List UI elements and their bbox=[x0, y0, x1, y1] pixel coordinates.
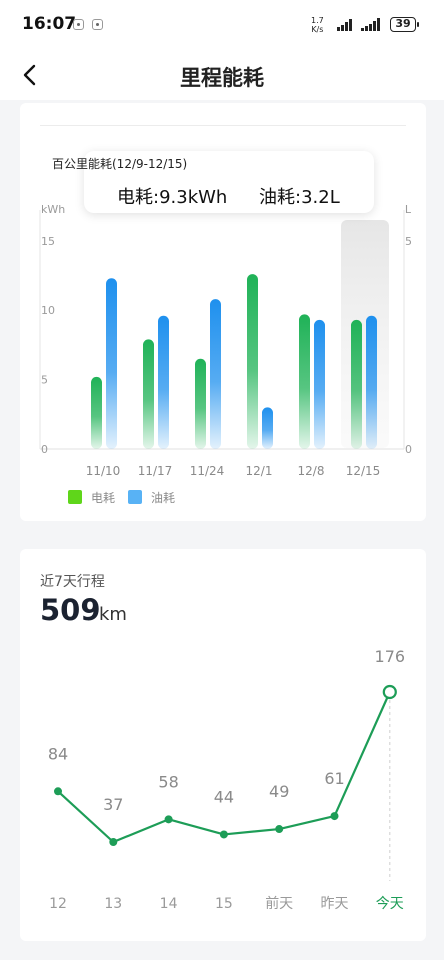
electric-bar bbox=[195, 358, 206, 449]
y-tick-label: 15 bbox=[41, 235, 55, 248]
x-tick-label: 14 bbox=[160, 896, 178, 912]
data-label: 84 bbox=[48, 744, 68, 763]
data-point bbox=[382, 684, 397, 700]
fuel-bar bbox=[106, 278, 117, 449]
x-tick-label: 12/15 bbox=[346, 464, 381, 478]
legend-fuel-swatch bbox=[128, 490, 142, 504]
x-tick-label: 12 bbox=[49, 896, 67, 912]
fuel-bar bbox=[262, 407, 273, 449]
trip-period-label: 近7天行程 bbox=[40, 574, 105, 590]
x-tick-label: 12/8 bbox=[298, 464, 325, 478]
page-header: 里程能耗 bbox=[0, 50, 444, 100]
data-label: 176 bbox=[375, 647, 406, 666]
tooltip-title: 百公里能耗(12/9-12/15) bbox=[52, 157, 188, 171]
data-point bbox=[109, 838, 118, 846]
energy-bar-chart[interactable]: kWh L 0 5 10 15 0 5 11/10 11/17 11/24 12/1 12/8 12/15… bbox=[20, 103, 426, 521]
trip-line bbox=[57, 691, 391, 844]
data-label: 61 bbox=[324, 769, 344, 788]
left-axis-label: kWh bbox=[41, 203, 65, 216]
y-tick-label: 5 bbox=[405, 235, 412, 248]
data-label: 58 bbox=[158, 772, 178, 791]
data-point bbox=[164, 815, 173, 824]
data-point bbox=[275, 825, 284, 834]
notification-icon bbox=[92, 19, 103, 30]
x-tick-label: 11/24 bbox=[190, 464, 225, 478]
x-tick-label: 今天 bbox=[376, 896, 404, 912]
page-title: 里程能耗 bbox=[180, 66, 264, 90]
highlight-column bbox=[341, 220, 389, 448]
trip-line-chart[interactable]: 84 12 37 13 58 14 44 15 49 前天 61 昨天 176 今天 bbox=[20, 549, 426, 941]
network-speed-value: 1.7 bbox=[311, 16, 324, 25]
trip-total-unit: km bbox=[99, 604, 127, 625]
network-speed-unit: K/s bbox=[311, 25, 324, 34]
electric-bar bbox=[351, 319, 362, 449]
x-tick-label: 昨天 bbox=[321, 896, 349, 912]
y-tick-label: 5 bbox=[41, 374, 48, 387]
data-label: 37 bbox=[103, 795, 123, 814]
data-point bbox=[330, 812, 339, 821]
electric-bar bbox=[299, 314, 310, 449]
signal-icon bbox=[361, 18, 380, 31]
notification-icon bbox=[73, 19, 84, 30]
x-tick-label: 前天 bbox=[265, 895, 293, 912]
fuel-bar bbox=[366, 315, 377, 449]
legend-electric-label: 电耗 bbox=[91, 491, 115, 505]
trip-card: 近7天行程 509 km 84 12 37 13 58 14 44 15 49 前天 61 昨天 176… bbox=[20, 549, 426, 941]
status-bar: 16:07 1.7 K/s 39 bbox=[0, 0, 444, 50]
back-arrow-icon[interactable] bbox=[18, 62, 44, 88]
trip-total-value: 509 bbox=[40, 593, 101, 627]
data-label: 49 bbox=[269, 782, 289, 801]
battery-level: 39 bbox=[395, 17, 411, 30]
electric-bar bbox=[143, 339, 154, 449]
legend-fuel-label: 油耗 bbox=[151, 491, 175, 505]
x-tick-label: 11/10 bbox=[86, 464, 121, 478]
x-tick-label: 15 bbox=[215, 896, 233, 912]
data-label: 44 bbox=[214, 787, 234, 806]
x-tick-label: 12/1 bbox=[246, 464, 273, 478]
fuel-bar bbox=[210, 299, 221, 449]
y-tick-label: 0 bbox=[405, 443, 412, 456]
x-tick-label: 11/17 bbox=[138, 464, 173, 478]
legend-electric-swatch bbox=[68, 490, 82, 504]
fuel-bar bbox=[314, 319, 325, 449]
chart-tooltip bbox=[84, 151, 374, 213]
tooltip-electric-value: 电耗:9.3kWh bbox=[117, 187, 228, 208]
data-point bbox=[219, 830, 228, 839]
data-point bbox=[54, 787, 62, 796]
y-tick-label: 10 bbox=[41, 304, 55, 317]
x-tick-label: 13 bbox=[104, 896, 122, 912]
status-time: 16:07 bbox=[22, 14, 77, 34]
divider bbox=[40, 125, 406, 126]
fuel-bar bbox=[158, 315, 169, 449]
network-speed: 1.7 K/s bbox=[311, 16, 324, 34]
right-axis-label: L bbox=[405, 203, 412, 216]
electric-bar bbox=[91, 376, 102, 449]
y-tick-label: 0 bbox=[41, 443, 48, 456]
energy-consumption-card: kWh L 0 5 10 15 0 5 11/10 11/17 11/24 12/1 12/8 12/15… bbox=[20, 103, 426, 521]
battery-icon: 39 bbox=[390, 17, 419, 32]
electric-bar bbox=[247, 274, 258, 449]
signal-icon bbox=[337, 18, 352, 31]
tooltip-fuel-value: 油耗:3.2L bbox=[259, 187, 340, 208]
